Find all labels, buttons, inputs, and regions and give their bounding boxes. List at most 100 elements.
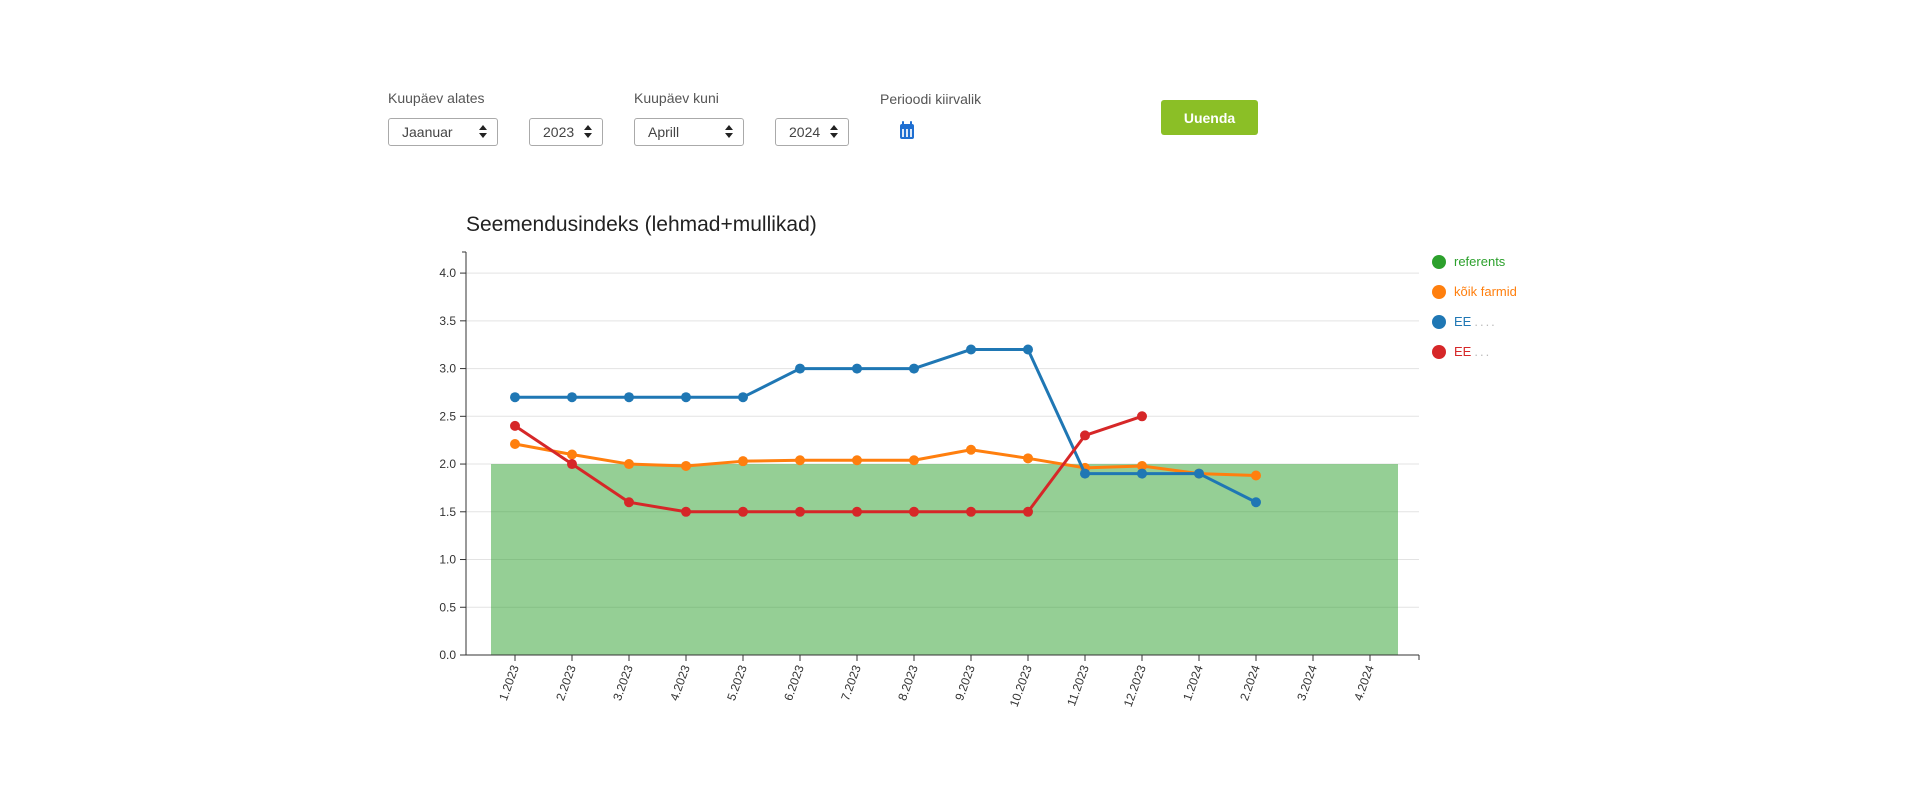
legend-label-suffix: ... — [1474, 344, 1492, 359]
reference-band — [491, 464, 1398, 655]
data-point — [681, 506, 691, 517]
legend-item-all-farms[interactable]: kõik farmid — [1432, 284, 1517, 299]
data-point — [567, 392, 577, 403]
to-month-select[interactable]: Aprill — [634, 118, 744, 146]
data-point — [1137, 411, 1147, 422]
data-point — [966, 506, 976, 517]
data-point — [624, 392, 634, 403]
series-line — [515, 347, 1257, 504]
series-line — [514, 442, 1257, 478]
x-tick-label: 9.2023 — [952, 663, 978, 703]
legend-label: EE — [1454, 344, 1472, 359]
y-tick-label: 2.0 — [439, 457, 456, 471]
from-year-value: 2023 — [543, 124, 575, 140]
legend-dot-icon — [1432, 254, 1446, 269]
x-tick-label: 1.2023 — [496, 663, 522, 703]
x-tick-label: 2.2023 — [553, 663, 579, 703]
x-tick-label: 11.2023 — [1064, 663, 1092, 708]
y-tick-label: 0.0 — [439, 648, 456, 662]
data-point — [1080, 430, 1090, 441]
y-tick-label: 3.5 — [439, 314, 456, 328]
chart-title: Seemendusindeks (lehmad+mullikad) — [466, 213, 817, 236]
data-point — [510, 392, 520, 403]
legend-item-farm-1[interactable]: EE .... — [1432, 314, 1497, 329]
to-year-select[interactable]: 2024 — [775, 118, 849, 146]
data-point — [1137, 460, 1147, 471]
select-caret-icon — [725, 125, 733, 139]
refresh-button[interactable]: Uuenda — [1161, 100, 1258, 135]
series-2 — [510, 411, 1147, 517]
data-point — [510, 438, 520, 449]
data-point — [1023, 453, 1033, 464]
data-point — [966, 444, 976, 455]
legend-item-farm-2[interactable]: EE ... — [1432, 344, 1491, 359]
y-tick-label: 1.5 — [439, 505, 456, 519]
series-1 — [510, 344, 1261, 508]
legend-label: EE — [1454, 314, 1472, 329]
data-point — [852, 363, 862, 374]
calendar-icon[interactable] — [900, 121, 914, 139]
data-point — [1251, 470, 1261, 481]
x-tick-label: 4.2024 — [1351, 663, 1377, 703]
data-point — [852, 455, 862, 466]
data-point — [567, 449, 577, 460]
data-point — [1023, 506, 1033, 517]
data-point — [681, 392, 691, 403]
data-point — [567, 459, 577, 470]
x-tick-label: 10.2023 — [1007, 663, 1035, 709]
data-point — [1194, 468, 1204, 479]
data-point — [966, 344, 976, 355]
date-to-label: Kuupäev kuni — [634, 90, 719, 106]
legend-dot-icon — [1432, 314, 1446, 329]
legend-dot-icon — [1432, 344, 1446, 359]
legend-dot-icon — [1432, 284, 1446, 299]
data-point — [795, 455, 805, 466]
data-point — [1023, 344, 1033, 355]
select-caret-icon — [479, 125, 487, 139]
period-quickselect-label: Perioodi kiirvalik — [880, 91, 982, 107]
series-line — [514, 414, 1143, 514]
x-tick-label: 8.2023 — [895, 663, 921, 703]
data-point — [681, 460, 691, 471]
data-point — [795, 506, 805, 517]
series-0 — [510, 438, 1261, 481]
x-tick-label: 4.2023 — [667, 663, 693, 703]
data-point — [738, 456, 748, 467]
select-caret-icon — [830, 125, 838, 139]
y-tick-label: 4.0 — [439, 266, 456, 280]
y-tick-label: 1.0 — [439, 553, 456, 567]
data-point — [1080, 468, 1090, 479]
y-tick-label: 2.5 — [439, 409, 456, 423]
data-point — [1251, 497, 1261, 508]
to-month-value: Aprill — [648, 124, 680, 140]
series-layer — [510, 344, 1261, 517]
x-tick-label: 7.2023 — [838, 663, 864, 703]
data-point — [738, 506, 748, 517]
reference-area — [491, 464, 1398, 655]
x-tick-label: 12.2023 — [1121, 663, 1149, 709]
from-year-select[interactable]: 2023 — [529, 118, 603, 146]
data-point — [909, 506, 919, 517]
x-tick-label: 2.2024 — [1237, 663, 1263, 703]
x-tick-label: 6.2023 — [781, 663, 807, 703]
x-tick-label: 3.2023 — [610, 663, 636, 703]
legend-label: kõik farmid — [1454, 284, 1517, 299]
data-point — [624, 459, 634, 470]
data-point — [852, 506, 862, 517]
data-point — [624, 497, 634, 508]
y-tick-label: 3.0 — [439, 362, 456, 376]
to-year-value: 2024 — [789, 124, 821, 140]
data-point — [909, 363, 919, 374]
data-point — [909, 455, 919, 466]
from-month-select[interactable]: Jaanuar — [388, 118, 498, 146]
y-tick-label: 0.5 — [439, 600, 456, 614]
legend-item-reference[interactable]: referents — [1432, 254, 1505, 269]
data-point — [795, 363, 805, 374]
select-caret-icon — [584, 125, 592, 139]
data-point — [510, 420, 520, 431]
legend-label: referents — [1454, 254, 1506, 269]
from-month-value: Jaanuar — [402, 124, 453, 140]
x-tick-label: 5.2023 — [724, 663, 750, 703]
legend-label-suffix: .... — [1474, 314, 1497, 329]
